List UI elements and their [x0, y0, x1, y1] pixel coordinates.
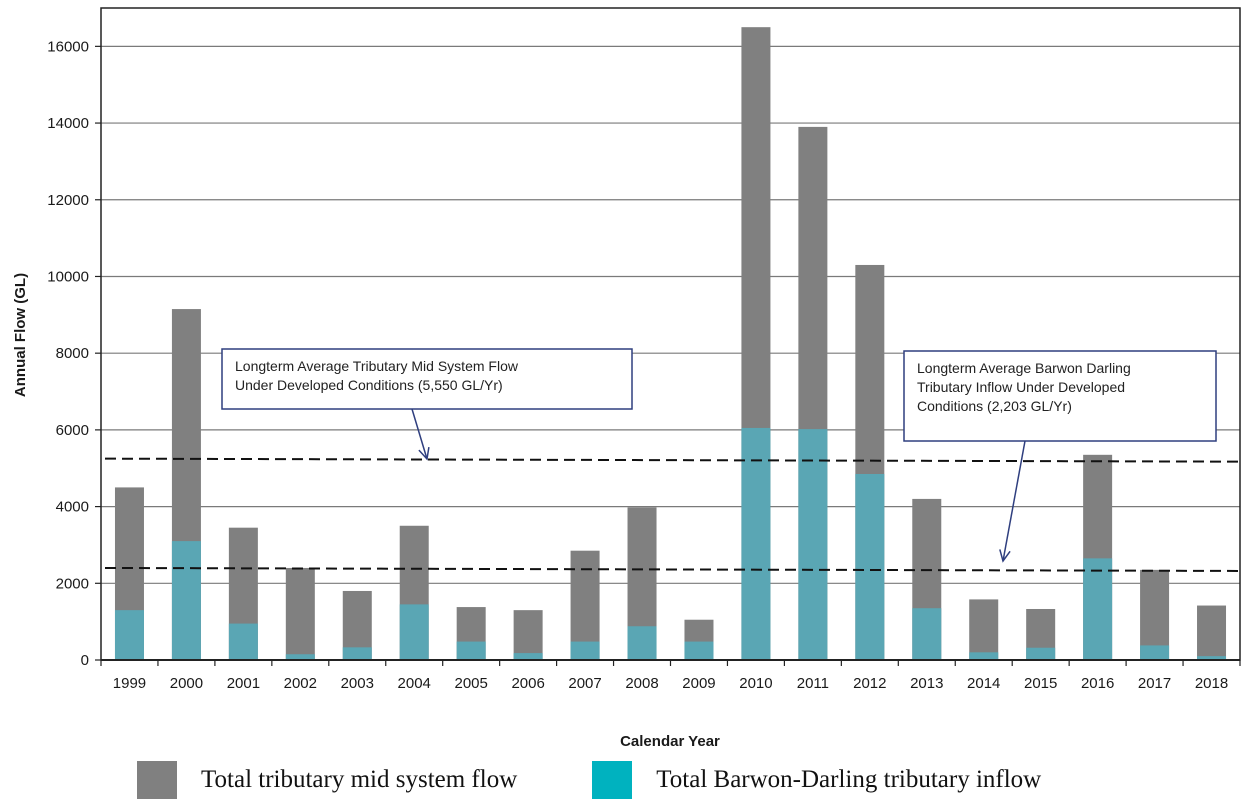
- x-tick-label-2008: 2008: [625, 675, 658, 692]
- x-tick-label-2009: 2009: [682, 675, 715, 692]
- legend-item-mid-system-flow: Total tributary mid system flow: [137, 761, 517, 799]
- bar-2001-series-1: [228, 623, 258, 660]
- y-tick-label-8000: 8000: [56, 345, 89, 362]
- x-tick-label-2018: 2018: [1195, 675, 1228, 692]
- bar-2002-series-1: [285, 654, 315, 660]
- plot-frame: [100, 7, 1241, 661]
- x-tick-label-2003: 2003: [341, 675, 374, 692]
- x-axis-title: Calendar Year: [620, 733, 720, 750]
- x-tick-label-2016: 2016: [1081, 675, 1114, 692]
- y-tick-label-4000: 4000: [56, 499, 89, 516]
- annotation-text-1-2: Conditions (2,203 GL/Yr): [917, 398, 1072, 414]
- legend-swatch-barwon-darling-inflow: [592, 761, 633, 799]
- x-tick-label-2007: 2007: [568, 675, 601, 692]
- bar-2003-series-1: [342, 647, 372, 660]
- bar-2011-series-1: [798, 429, 828, 660]
- bar-2009-series-1: [684, 641, 714, 660]
- bar-2018-series-0: [1197, 605, 1227, 660]
- x-tick-label-2013: 2013: [910, 675, 943, 692]
- annotation-text-1-0: Longterm Average Barwon Darling: [917, 360, 1131, 376]
- y-tick-label-6000: 6000: [56, 422, 89, 439]
- x-tick-label-2006: 2006: [511, 675, 544, 692]
- y-tick-labels: 0 2000 4000 6000 8000 10000 12000 14000 16000: [47, 38, 89, 669]
- bar-2006-series-0: [513, 610, 543, 660]
- annotation-text-0-1: Under Developed Conditions (5,550 GL/Yr): [235, 377, 503, 393]
- annotation-0: Longterm Average Tributary Mid System Fl…: [221, 348, 633, 461]
- x-tick-label-2005: 2005: [454, 675, 487, 692]
- annotation-1: Longterm Average Barwon Darling Tributary…: [903, 350, 1217, 563]
- y-axis-title: Annual Flow (GL): [12, 273, 29, 397]
- gridlines: [101, 45, 1240, 584]
- annotations: Longterm Average Tributary Mid System Fl…: [221, 348, 1217, 563]
- bar-2016-series-1: [1083, 558, 1113, 660]
- bar-2017-series-1: [1140, 645, 1170, 660]
- bar-2002-series-0: [285, 567, 315, 660]
- y-tick-label-12000: 12000: [47, 192, 89, 209]
- x-tick-label-2014: 2014: [967, 675, 1000, 692]
- x-tick-label-2000: 2000: [170, 675, 203, 692]
- legend-swatch-mid-system-flow: [137, 761, 177, 799]
- bar-2000-series-1: [171, 541, 201, 660]
- annotation-text-1-1: Tributary Inflow Under Developed: [917, 379, 1125, 395]
- reference-line-0: [104, 457, 1239, 463]
- x-tick-label-2015: 2015: [1024, 675, 1057, 692]
- y-tick-label-0: 0: [81, 652, 89, 669]
- x-tick-label-2011: 2011: [797, 675, 829, 692]
- annotation-arrowhead-0: [418, 447, 430, 461]
- legend-label-barwon-darling-inflow: Total Barwon-Darling tributary inflow: [656, 766, 1042, 793]
- legend: Total tributary mid system flow Total Ba…: [137, 760, 1116, 800]
- bar-2010-series-1: [741, 427, 771, 660]
- bar-2004-series-1: [399, 604, 429, 660]
- x-tick-label-2002: 2002: [284, 675, 317, 692]
- y-tick-label-10000: 10000: [47, 268, 89, 285]
- annotation-box-0: [221, 348, 633, 410]
- bars: [114, 27, 1227, 661]
- x-tick-label-2017: 2017: [1138, 675, 1171, 692]
- y-tick-label-14000: 14000: [47, 115, 89, 132]
- annotation-arrow-0: [411, 408, 428, 460]
- x-tick-label-2010: 2010: [739, 675, 772, 692]
- annotation-arrow-1: [1002, 440, 1026, 562]
- bar-2014-series-1: [969, 652, 999, 660]
- reference-line-1: [104, 566, 1239, 572]
- reference-lines: [104, 457, 1239, 572]
- y-tick-label-2000: 2000: [56, 575, 89, 592]
- annotation-arrowhead-1: [999, 549, 1011, 563]
- bar-1999-series-1: [114, 610, 144, 660]
- annotation-text-0-0: Longterm Average Tributary Mid System Fl…: [235, 358, 519, 374]
- bar-2015-series-1: [1026, 647, 1056, 660]
- x-tick-label-1999: 1999: [113, 675, 146, 692]
- bar-2012-series-1: [855, 473, 885, 660]
- x-tick-label-2012: 2012: [853, 675, 886, 692]
- bar-2017-series-0: [1140, 569, 1170, 660]
- bar-2005-series-1: [456, 641, 486, 660]
- x-tick-label-2001: 2001: [227, 675, 260, 692]
- annotation-box-1: [903, 350, 1217, 442]
- bar-2006-series-1: [513, 653, 543, 660]
- x-tick-labels: 1999 2000 2001 2002 2003 2004 2005 2006 2007 2008…: [113, 675, 1228, 692]
- y-tick-label-16000: 16000: [47, 38, 89, 55]
- legend-item-barwon-darling-inflow: Total Barwon-Darling tributary inflow: [592, 761, 1041, 799]
- bar-2007-series-1: [570, 641, 600, 660]
- x-tick-label-2004: 2004: [398, 675, 431, 692]
- bar-2014-series-0: [969, 599, 999, 660]
- bar-2018-series-1: [1197, 656, 1227, 660]
- bar-2013-series-1: [912, 608, 942, 660]
- bar-2008-series-1: [627, 626, 657, 660]
- axes: [95, 7, 1241, 666]
- legend-label-mid-system-flow: Total tributary mid system flow: [201, 766, 518, 793]
